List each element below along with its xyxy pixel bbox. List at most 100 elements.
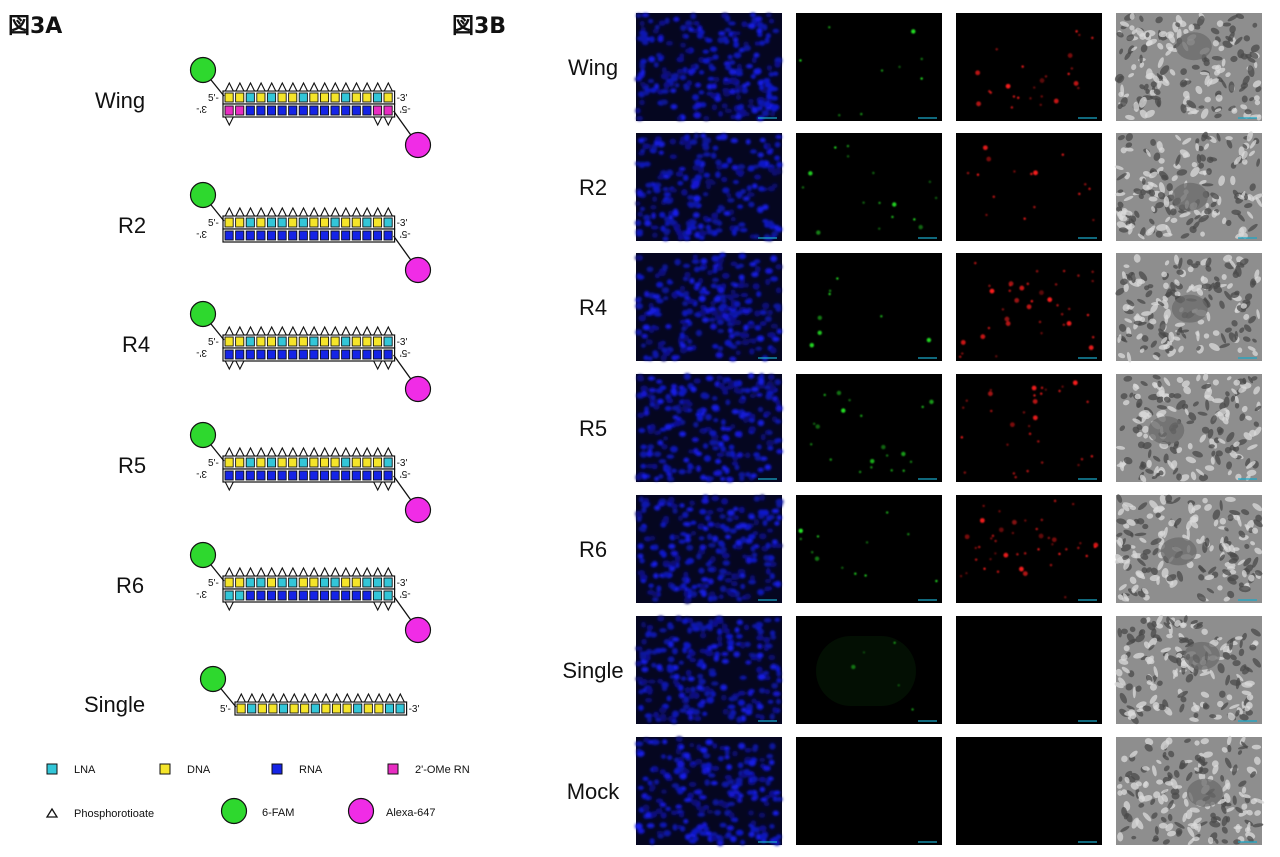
fam-spot (828, 292, 831, 296)
phase-cell (1155, 202, 1164, 209)
nucleus (739, 109, 747, 116)
alexa-spot (1071, 502, 1075, 506)
nucleus (679, 332, 685, 339)
nucleus (735, 829, 744, 836)
nucleus (765, 13, 772, 18)
nucleus (676, 408, 682, 414)
nucleus (682, 300, 689, 307)
nucleus (724, 27, 732, 33)
nucleus (740, 536, 747, 544)
phase-cell (1119, 425, 1126, 432)
nucleus (747, 104, 755, 109)
phase-gap (1186, 778, 1223, 807)
phase-cell (1163, 765, 1170, 772)
nucleotide (245, 470, 255, 481)
nucleus (657, 440, 664, 446)
phase-cell (1190, 166, 1200, 177)
nucleus (655, 298, 664, 304)
nucleus (698, 678, 706, 685)
nucleus (728, 812, 735, 819)
nucleus (635, 474, 642, 481)
phase-cell (1165, 494, 1173, 503)
phase-cell (1183, 29, 1189, 35)
phase-cell (1120, 147, 1127, 154)
fam-spot (816, 535, 820, 538)
phase-cell (1227, 590, 1235, 599)
nucleus (643, 355, 649, 361)
nucleus (656, 830, 664, 835)
construct-label: R4 (122, 332, 150, 357)
nucleus (664, 405, 672, 412)
fam-image (796, 616, 942, 724)
nucleotide (362, 230, 372, 241)
nucleus (727, 197, 735, 203)
nucleus (685, 686, 690, 694)
nucleus (684, 533, 691, 538)
five-prime-label: 5'- (208, 218, 219, 229)
phase-cell (1202, 751, 1213, 758)
nucleus (694, 158, 702, 166)
alexa-spot (1073, 80, 1079, 86)
nucleus (743, 332, 750, 338)
nucleus (684, 144, 692, 150)
phase-cell (1130, 215, 1137, 223)
phase-cell (1116, 221, 1127, 230)
nucleus (649, 838, 655, 845)
fam-spot (860, 112, 863, 116)
phase-cell (1118, 323, 1127, 332)
phosphorothioate-icon (383, 360, 394, 371)
nucleotide (235, 92, 245, 103)
phase-cell (1197, 823, 1201, 833)
nucleus (709, 180, 717, 185)
nucleus (678, 692, 685, 699)
phase-cell (1123, 560, 1130, 570)
phase-cell (1164, 652, 1169, 661)
nucleus (652, 196, 658, 203)
phase-cell (1212, 330, 1220, 336)
nucleus (763, 646, 769, 652)
phase-cells (1114, 494, 1263, 602)
nucleotide (319, 92, 330, 103)
nucleus (676, 116, 682, 121)
nucleus (716, 319, 724, 326)
phase-cell (1179, 149, 1191, 158)
three-prime-label: -3' (397, 337, 408, 348)
nucleus (724, 749, 730, 756)
nucleus (671, 710, 680, 718)
nucleus (701, 768, 708, 775)
phase-cell (1221, 58, 1226, 67)
nucleotide (330, 336, 340, 347)
nucleus (642, 91, 650, 96)
phase-cell (1157, 680, 1163, 686)
phase-cell (1125, 223, 1135, 230)
phase-cell (1200, 738, 1209, 745)
phase-cell (1247, 223, 1258, 232)
nucleus (654, 476, 660, 482)
alexa-spot (992, 195, 996, 198)
phase-cell (1220, 775, 1225, 782)
phase-cell (1228, 558, 1238, 564)
alexa-spot (1022, 411, 1026, 414)
phase-cell (1217, 585, 1223, 591)
phase-cell (1150, 567, 1158, 575)
phase-cell (1125, 114, 1135, 121)
nucleus (676, 56, 685, 63)
nucleotide (288, 457, 298, 468)
nucleus (716, 375, 723, 380)
nucleus (729, 591, 736, 598)
phosphorothioate-icon (351, 81, 362, 92)
nucleus (751, 552, 758, 558)
phase-cell (1237, 213, 1245, 222)
nucleus (753, 174, 762, 180)
nucleus (727, 509, 735, 517)
nucleus (718, 835, 724, 842)
phase-cell (1254, 61, 1258, 69)
phase-cell (1244, 827, 1251, 833)
alexa-dye-icon (404, 496, 432, 524)
alexa-spot (1085, 554, 1088, 558)
phase-cell (1139, 84, 1145, 90)
nucleus (733, 651, 741, 658)
phase-cell (1204, 96, 1211, 103)
nucleus (690, 386, 697, 393)
nucleus (682, 511, 689, 519)
